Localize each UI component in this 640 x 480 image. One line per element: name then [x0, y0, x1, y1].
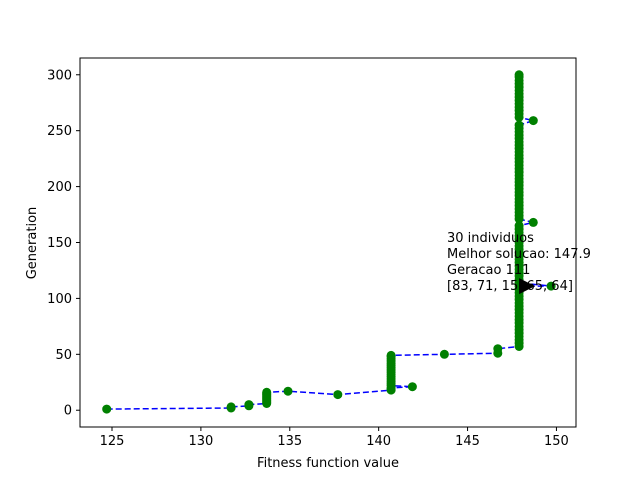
plot-frame [79, 57, 577, 428]
data-point [386, 350, 396, 360]
x-tick-label: 140 [366, 434, 391, 449]
annotation-line-individuals: 30 individuos [447, 231, 534, 246]
data-point [493, 344, 503, 354]
data-point [102, 404, 112, 414]
x-tick-label: 135 [277, 434, 302, 449]
data-point [333, 390, 343, 400]
y-tick-label: 250 [47, 124, 72, 139]
x-axis-label: Fitness function value [257, 456, 399, 471]
x-tick-label: 125 [100, 434, 125, 449]
annotation-line-best-solution: Melhor solucao: 147.9 [447, 247, 591, 262]
y-axis-ticks: 0 50 100 150 200 250 300 [47, 68, 80, 419]
annotation-arrow [519, 278, 536, 295]
y-tick-label: 150 [47, 236, 72, 251]
y-tick-label: 300 [47, 68, 72, 83]
annotation-line-generation: Geracao 111 [447, 263, 530, 278]
x-tick-label: 130 [188, 434, 213, 449]
data-point [226, 402, 236, 412]
data-point [546, 281, 556, 291]
annotation-line-solution-vector: [83, 71, 15, 65, 64] [447, 279, 573, 294]
data-point [514, 70, 524, 80]
data-point [514, 120, 524, 130]
plot-area [80, 58, 576, 427]
y-tick-label: 0 [64, 404, 72, 419]
best-solution-annotation: 30 individuos Melhor solucao: 147.9 Gera… [447, 231, 591, 295]
data-point [514, 221, 524, 231]
y-tick-label: 200 [47, 180, 72, 195]
data-point [528, 217, 538, 227]
y-tick-label: 50 [55, 348, 72, 363]
data-point [283, 386, 293, 396]
y-tick-label: 100 [47, 292, 72, 307]
data-point [407, 382, 417, 392]
data-point [244, 400, 254, 410]
x-tick-label: 145 [455, 434, 480, 449]
data-point [528, 116, 538, 126]
data-point [439, 349, 449, 359]
y-axis-label: Generation [25, 207, 40, 280]
data-point [262, 387, 272, 397]
x-axis-ticks: 125 130 135 140 145 150 [100, 427, 569, 449]
x-tick-label: 150 [544, 434, 569, 449]
